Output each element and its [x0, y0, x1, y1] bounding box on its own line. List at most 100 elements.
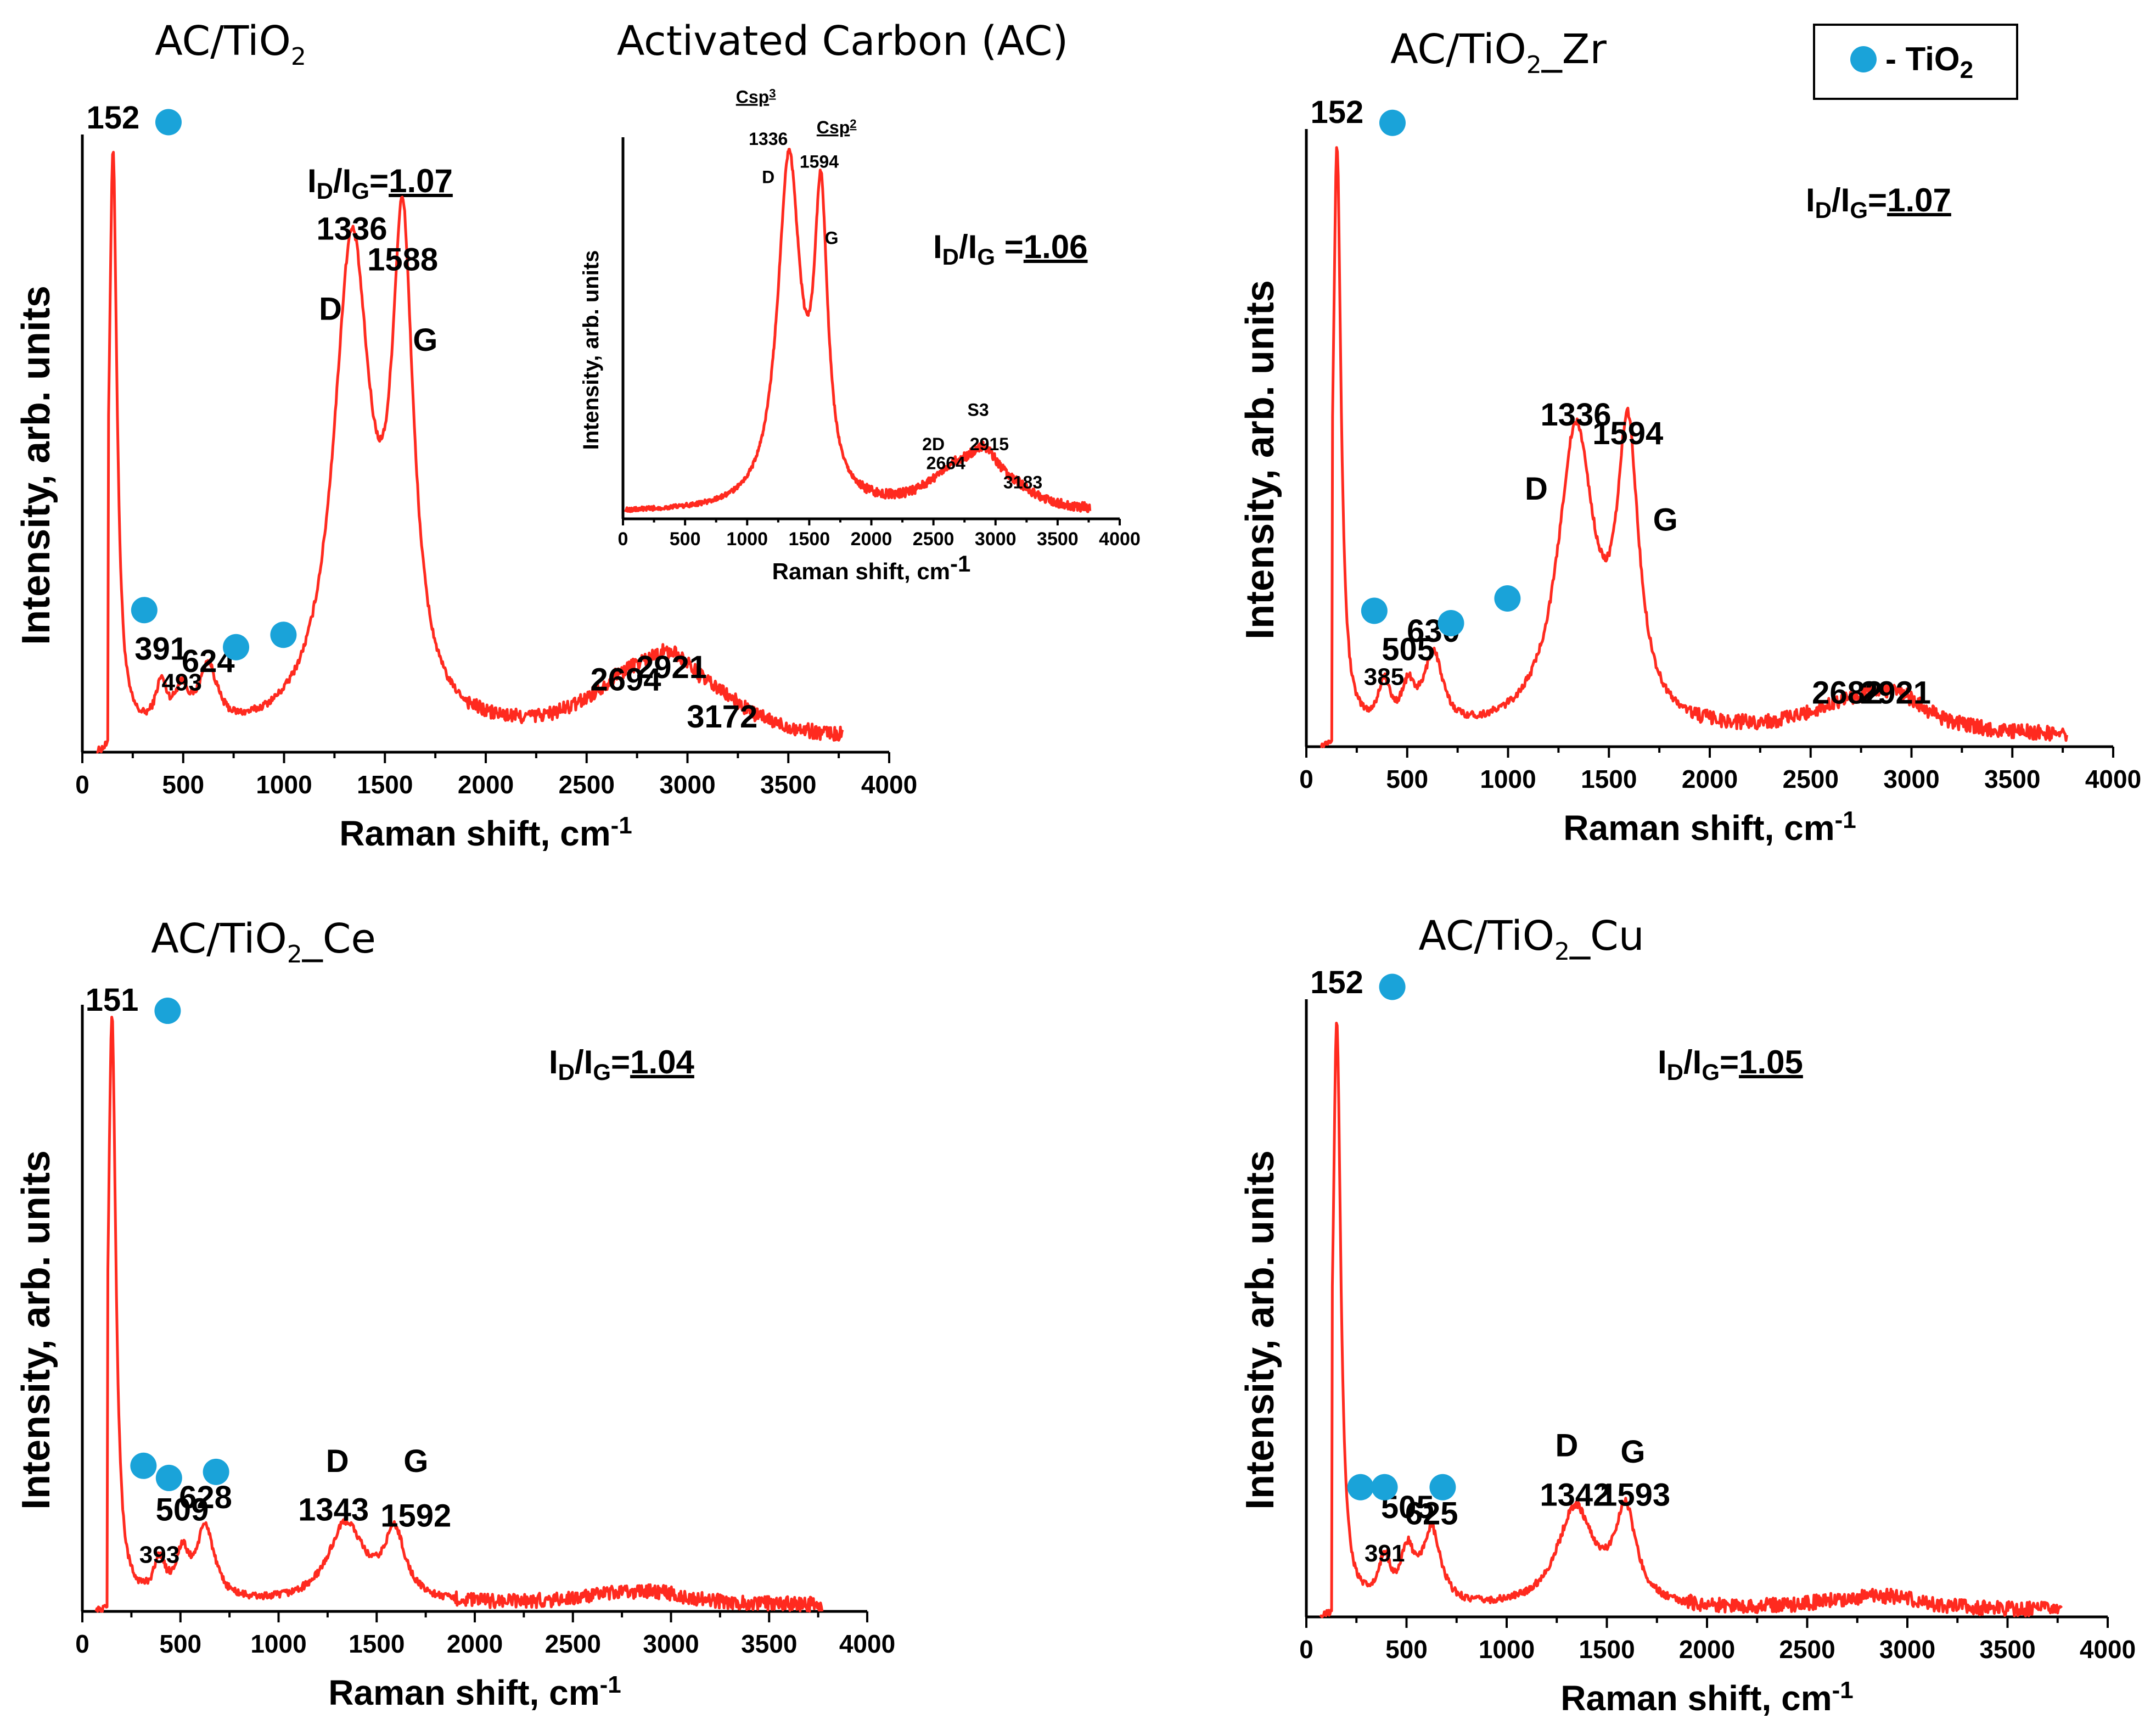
peak-label: D — [762, 167, 774, 187]
x-tick-label: 1500 — [789, 529, 830, 550]
peak-label: 152 — [1310, 965, 1363, 1000]
id-ig-ratio: ID/IG=1.07 — [307, 163, 453, 204]
x-tick-label: 1500 — [1579, 1635, 1635, 1664]
x-tick-label: 1500 — [1581, 765, 1637, 793]
x-axis-label: Raman shift, cm-1 — [772, 551, 971, 584]
panel-title: Activated Carbon (AC) — [617, 18, 1069, 65]
spectrum-line — [1320, 146, 2068, 748]
tio2-marker — [131, 597, 158, 624]
spectrum-line — [624, 148, 1092, 513]
peak-label: G — [1653, 502, 1678, 538]
tio2-marker — [1371, 1474, 1398, 1501]
x-axis-label: Raman shift, cm-1 — [328, 1671, 621, 1712]
x-tick-label: 500 — [159, 1630, 201, 1658]
peak-label: G — [1620, 1434, 1645, 1470]
peak-label: 2921 — [1860, 675, 1931, 710]
id-ig-ratio: ID/IG=1.05 — [1658, 1044, 1803, 1085]
peak-label: G — [403, 1443, 428, 1479]
x-tick-label: 500 — [1385, 1635, 1428, 1664]
peak-label: 1594 — [800, 152, 839, 172]
peak-label: 1336 — [749, 129, 788, 149]
x-axis-label: Raman shift, cm-1 — [1563, 807, 1856, 848]
tio2-marker — [1438, 610, 1464, 636]
tio2-marker — [1429, 1474, 1456, 1501]
peak-label: 2694 — [591, 662, 661, 698]
panel-title: AC/TiO2_Cu — [1418, 912, 1644, 966]
peak-label: D — [1556, 1428, 1579, 1464]
x-tick-label: 3500 — [1037, 529, 1079, 550]
legend-marker — [1850, 46, 1877, 72]
chart-p2: 0 500 1000 1500 2000 2500 3000 3500 4000 Raman sh… — [1238, 26, 2141, 848]
x-tick-label: 3000 — [1879, 1635, 1935, 1664]
tio2-marker — [1347, 1474, 1374, 1501]
x-tick-label: 0 — [618, 529, 628, 550]
x-tick-label: 4000 — [2080, 1635, 2136, 1664]
x-tick-label: 4000 — [1099, 529, 1141, 550]
peak-label: 3172 — [687, 699, 757, 735]
peak-label: 391 — [134, 631, 188, 667]
peak-label: 1593 — [1599, 1477, 1670, 1513]
legend-box: - TiO2 — [1813, 24, 2018, 100]
chart-p1: 0 500 1000 1500 2000 2500 3000 3500 4000 Raman sh… — [14, 18, 917, 853]
peak-label: 151 — [86, 982, 139, 1018]
tio2-marker — [154, 998, 181, 1024]
peak-label: 625 — [1405, 1496, 1458, 1531]
panel-title: AC/TiO2 — [155, 18, 306, 71]
x-tick-label: 3000 — [659, 770, 715, 799]
peak-label: 505 — [1382, 632, 1435, 668]
peak-label: G — [825, 228, 839, 248]
x-tick-label: 0 — [75, 770, 89, 799]
x-tick-label: 3500 — [760, 770, 816, 799]
y-axis-label: Intensity, arb. units — [1238, 280, 1282, 640]
peak-label: 2915 — [970, 434, 1009, 454]
peak-label: 1588 — [367, 242, 438, 278]
peak-label: D — [326, 1443, 349, 1479]
peak-label: 493 — [161, 669, 201, 696]
peak-label: G — [413, 322, 437, 358]
x-tick-label: 3500 — [1979, 1635, 2035, 1664]
chart-p4: 0 500 1000 1500 2000 2500 3000 3500 4000 Raman sh… — [1238, 912, 2136, 1718]
spectrum-line — [96, 150, 844, 754]
peak-label: Csp2 — [817, 117, 857, 137]
x-tick-label: 1500 — [349, 1630, 405, 1658]
panel-title: AC/TiO2_Zr — [1390, 26, 1607, 79]
x-tick-label: 2000 — [851, 529, 892, 550]
x-axis-label: Raman shift, cm-1 — [1560, 1677, 1853, 1718]
id-ig-ratio: ID/IG =1.06 — [933, 228, 1088, 270]
peak-label: 1336 — [316, 211, 387, 247]
x-axis-label: Raman shift, cm-1 — [339, 812, 632, 853]
x-tick-label: 2000 — [1682, 765, 1738, 793]
x-tick-label: 3000 — [975, 529, 1017, 550]
spectrum-line — [94, 1016, 824, 1613]
tio2-marker — [270, 622, 297, 648]
chart-p3: 0 500 1000 1500 2000 2500 3000 3500 4000 Raman sh… — [14, 915, 895, 1712]
legend-label: - TiO2 — [1885, 41, 1973, 83]
x-tick-label: 1500 — [357, 770, 413, 799]
id-ig-ratio: ID/IG=1.04 — [549, 1044, 694, 1085]
peak-label: 391 — [1365, 1540, 1405, 1567]
peak-label: D — [1525, 471, 1548, 507]
peak-label: S3 — [968, 400, 989, 419]
tio2-marker — [155, 1464, 182, 1491]
tio2-marker — [1494, 585, 1521, 612]
peak-label: D — [319, 292, 342, 327]
x-tick-label: 2000 — [1679, 1635, 1735, 1664]
tio2-marker — [155, 109, 182, 136]
y-axis-label: Intensity, arb. units — [14, 285, 58, 645]
peak-label: Csp3 — [736, 86, 776, 107]
x-tick-label: 3500 — [1984, 765, 2040, 793]
x-tick-label: 2500 — [1783, 765, 1839, 793]
tio2-marker — [1361, 597, 1388, 624]
x-tick-label: 0 — [1299, 765, 1313, 793]
x-tick-label: 4000 — [839, 1630, 895, 1658]
peak-label: 2921 — [636, 650, 707, 685]
chart-inset: 0 500 1000 1500 2000 2500 3000 3500 4000 Raman sh… — [579, 18, 1141, 584]
peak-label: 1342 — [1540, 1477, 1610, 1513]
spectrum-line — [1319, 1022, 2063, 1619]
peak-label: 152 — [1310, 94, 1363, 130]
x-tick-label: 4000 — [2085, 765, 2141, 793]
peak-label: 393 — [139, 1542, 179, 1569]
peak-label: 628 — [179, 1480, 232, 1515]
x-tick-label: 500 — [162, 770, 204, 799]
